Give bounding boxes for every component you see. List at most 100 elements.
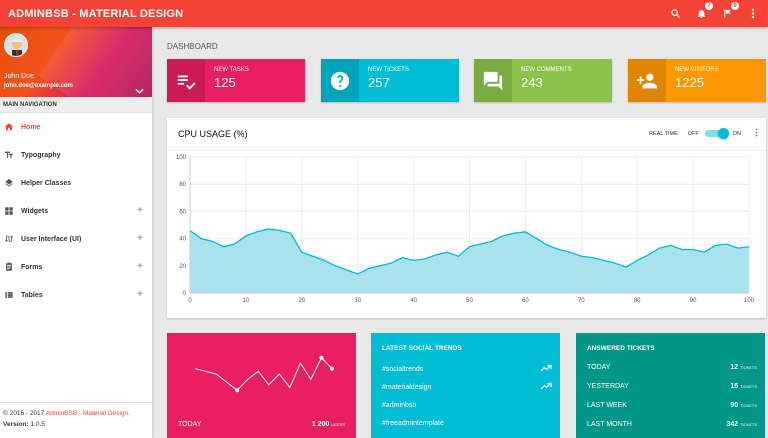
info-box-new-tasks[interactable]: NEW TASKS 125 [167, 59, 305, 102]
visits-sparkline [194, 355, 334, 393]
y-tick-label: 60 [179, 209, 186, 215]
sidebar-item-label: Tables [21, 291, 43, 299]
trending-up-icon [540, 364, 552, 374]
x-tick-label: 30 [354, 298, 361, 304]
x-tick-label: 0 [188, 298, 192, 304]
info-box-label: NEW COMMENTS [521, 67, 572, 73]
top-navbar: ADMINBSB - MATERIAL DESIGN 7 9 [0, 0, 768, 27]
list-item: TODAY 12 TICKETS [587, 364, 757, 371]
x-tick-label: 80 [634, 298, 641, 304]
left-sidebar: John Doe john.doe@example.com MAIN NAVIG… [0, 27, 152, 438]
sidebar-item-typography[interactable]: Typography [0, 141, 152, 169]
sidebar-item-helper-classes[interactable]: Helper Classes [0, 169, 152, 197]
sidebar-item-home[interactable]: Home [0, 113, 152, 141]
widgets-icon [3, 205, 15, 217]
avatar[interactable] [4, 33, 28, 57]
answered-tickets-card: ANSWERED TICKETS TODAY 12 TICKETS YESTERD… [576, 333, 765, 438]
cpu-area [190, 229, 749, 293]
info-box-label: NEW VISITORS [675, 67, 719, 73]
y-tick-label: 40 [179, 237, 186, 243]
plus-icon[interactable]: + [137, 261, 143, 272]
sidebar-item-widgets[interactable]: Widgets + [0, 197, 152, 225]
text-fields-icon [3, 149, 15, 161]
social-trends-card: LATEST SOCIAL TRENDS #socialtrends #mate… [371, 333, 560, 438]
sidebar-item-tables[interactable]: Tables + [0, 281, 152, 309]
sidebar-item-label: Home [21, 123, 41, 131]
x-tick-label: 10 [243, 298, 250, 304]
sidebar-item-label: Widgets [21, 207, 49, 215]
y-tick-label: 100 [176, 155, 187, 161]
list-item[interactable]: #materialdesign [382, 382, 552, 392]
sidebar-footer: © 2016 - 2017 AdminBSB - Material Design… [0, 402, 152, 438]
today-value: 1 200 USERS [311, 421, 345, 428]
copyright: © 2016 - 2017 AdminBSB - Material Design… [3, 410, 130, 417]
visits-card: TODAY 1 200 USERS [167, 333, 356, 438]
answered-tickets-title: ANSWERED TICKETS [587, 345, 655, 352]
plus-icon[interactable]: + [137, 205, 143, 216]
info-box-value: 257 [368, 75, 390, 90]
cpu-usage-card: CPU USAGE (%) REAL TIME OFF ON 0 20 40 60 80… [167, 118, 766, 318]
x-tick-label: 60 [522, 298, 529, 304]
plus-icon[interactable]: + [137, 233, 143, 244]
trending-up-icon [540, 382, 552, 392]
search-icon[interactable] [668, 7, 682, 21]
more-vert-icon[interactable] [755, 128, 758, 139]
info-box-new-comments[interactable]: NEW COMMENTS 243 [474, 59, 612, 102]
tasks-button[interactable]: 9 [720, 1, 739, 21]
cpu-series-line [189, 228, 750, 275]
list-item[interactable]: #adminbsb [382, 402, 417, 409]
info-box-label: NEW TASKS [214, 67, 249, 73]
assignment-icon [3, 261, 15, 273]
forum-icon [474, 59, 512, 102]
visits-point [330, 366, 334, 371]
sidebar-item-user-interface[interactable]: User Interface (UI) + [0, 225, 152, 253]
x-tick-label: 70 [578, 298, 585, 304]
bell-icon [697, 9, 705, 19]
visits-point [319, 355, 324, 360]
chevron-down-icon[interactable] [135, 81, 144, 97]
list-item: LAST WEEK 90 TICKETS [587, 402, 757, 409]
info-box-new-tickets[interactable]: NEW TICKETS 257 [321, 59, 459, 102]
playlist-add-check-icon [167, 59, 205, 102]
x-tick-label: 90 [690, 298, 697, 304]
realtime-controls: REAL TIME OFF ON [649, 128, 758, 139]
more-vert-icon[interactable] [746, 7, 760, 21]
info-box-new-visitors[interactable]: NEW VISITORS 1225 [628, 59, 766, 102]
notifications-badge: 7 [705, 1, 713, 10]
tasks-badge: 9 [731, 1, 739, 10]
social-trends-title: LATEST SOCIAL TRENDS [382, 345, 462, 352]
user-info-panel: John Doe john.doe@example.com [0, 27, 152, 97]
notifications-button[interactable]: 7 [694, 1, 713, 21]
plus-icon[interactable]: + [137, 289, 143, 300]
list-item[interactable]: #freeadmintemplate [382, 420, 444, 427]
today-label: TODAY [178, 421, 202, 428]
sidebar-item-label: Typography [21, 151, 61, 159]
sidebar-item-label: Helper Classes [21, 179, 72, 187]
list-item[interactable]: #socialtrends [382, 364, 552, 374]
y-tick-label: 80 [179, 182, 186, 188]
cpu-usage-chart: 0 20 40 60 80 100 0 10 20 30 40 50 60 70 80 90 100 [176, 155, 755, 304]
x-tick-label: 40 [410, 298, 417, 304]
info-box-label: NEW TICKETS [368, 67, 409, 73]
page-title: DASHBOARD [167, 42, 218, 51]
realtime-label: REAL TIME [649, 130, 678, 137]
version: Version: 1.0.5 [3, 421, 45, 428]
copyright-link[interactable]: AdminBSB - Material Design [45, 410, 129, 417]
view-list-icon [3, 289, 15, 301]
cpu-usage-title: CPU USAGE (%) [178, 129, 248, 139]
realtime-toggle[interactable] [704, 128, 729, 139]
help-icon [321, 59, 359, 102]
sidebar-item-forms[interactable]: Forms + [0, 253, 152, 281]
nav-header: MAIN NAVIGATION [0, 97, 152, 113]
info-box-value: 243 [521, 75, 543, 90]
layers-icon [3, 177, 15, 189]
person-add-icon [628, 59, 666, 102]
info-box-value: 1225 [675, 75, 704, 90]
user-email: john.doe@example.com [4, 83, 73, 89]
brand-logo[interactable]: ADMINBSB - MATERIAL DESIGN [8, 7, 184, 20]
sidebar-item-label: Forms [21, 263, 43, 271]
home-icon [3, 121, 15, 133]
x-tick-label: 100 [744, 298, 755, 304]
sidebar-item-label: User Interface (UI) [21, 235, 82, 243]
y-tick-label: 0 [183, 291, 187, 297]
